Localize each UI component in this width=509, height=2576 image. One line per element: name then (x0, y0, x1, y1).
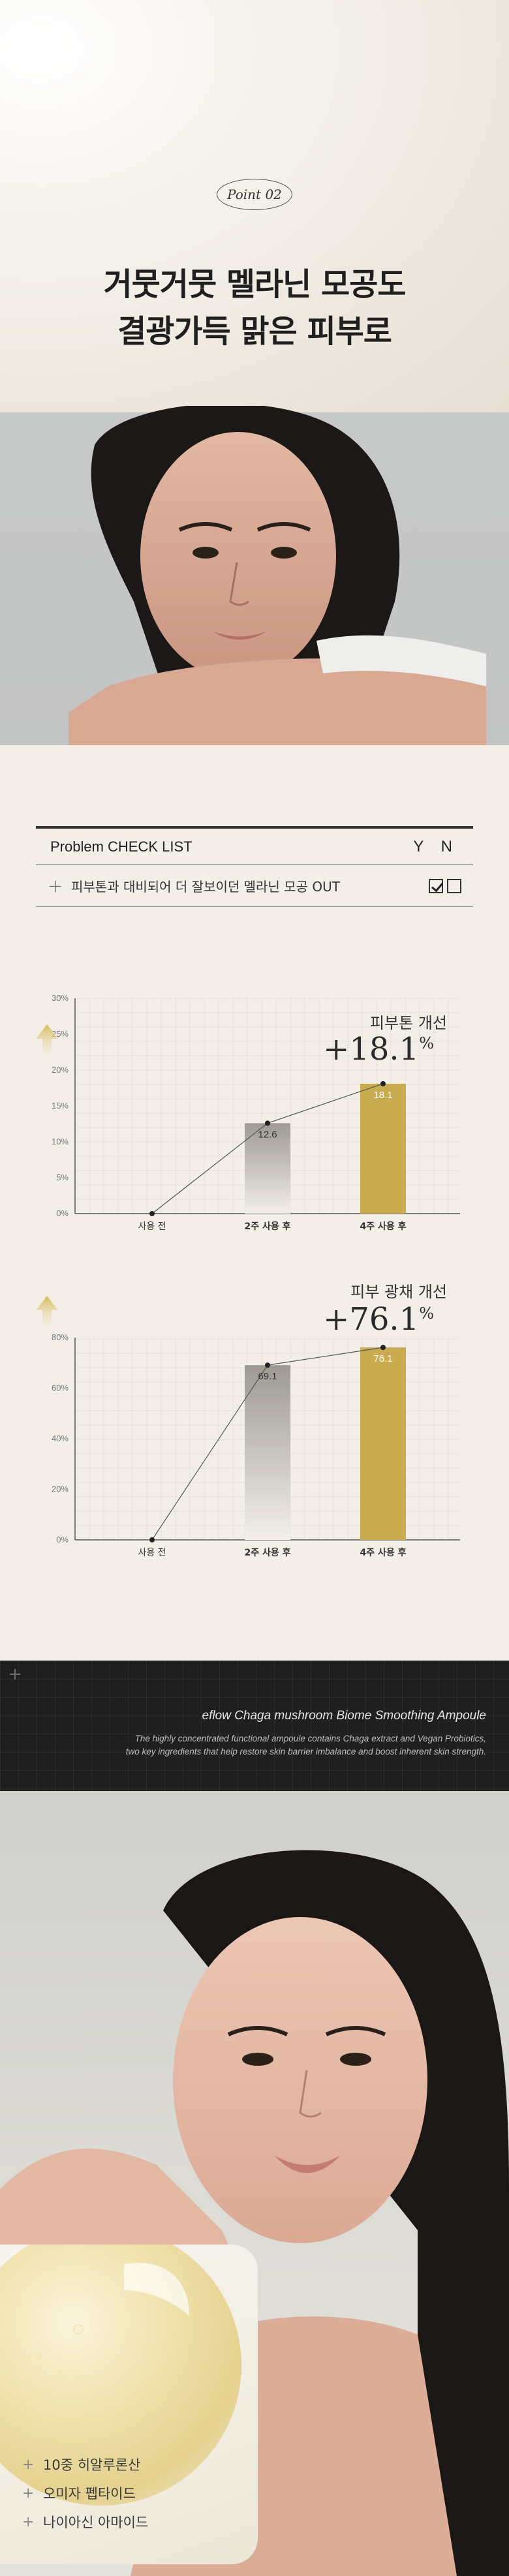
bar (245, 1365, 290, 1540)
arrow-up-icon (36, 1296, 58, 1335)
x-tick-label: 사용 전 (138, 1548, 166, 1558)
hero-title-line1: 거뭇거뭇 멜라닌 모공도 (103, 266, 406, 303)
y-tick-label: 60% (52, 1383, 69, 1393)
product-description-line1: The highly concentrated functional ampou… (134, 1734, 486, 1743)
x-tick-label: 사용 전 (138, 1221, 166, 1232)
hero-section: Point 02 거뭇거뭇 멜라닌 모공도 결광가득 맑은 피부로 (0, 0, 509, 412)
chart-pct-value: +76.1 (323, 1301, 420, 1338)
ingredient-list: +10중 히알루론산 + 오미자 펩타이드 + 나이아신 아마이드 (22, 2451, 148, 2537)
y-tick-label: 30% (52, 993, 69, 1003)
data-point (380, 1345, 386, 1351)
plus-icon: + (48, 875, 63, 897)
product-title: eflow Chaga mushroom Biome Smoothing Amp… (202, 1709, 486, 1723)
ingredient-card: +10중 히알루론산 + 오미자 펩타이드 + 나이아신 아마이드 (0, 2245, 258, 2564)
x-tick-label: 4주 사용 후 (360, 1548, 406, 1558)
y-tick-label: 40% (52, 1434, 69, 1443)
plus-icon: + (22, 2457, 35, 2473)
chart-svg-skin-tone: 0%5%10%15%20%25%30%12.618.1사용 전 2주 사용 후 4주… (52, 993, 460, 1232)
product-description-line2: two key ingredients that help restore sk… (125, 1747, 486, 1756)
yn-boxes (429, 878, 461, 893)
plus-icon: + (22, 2485, 35, 2502)
product-description: The highly concentrated functional ampou… (69, 1732, 486, 1758)
checkbox-no[interactable] (447, 878, 461, 893)
x-tick-label: 2주 사용 후 (244, 1548, 290, 1558)
checklist-row: + 피부톤과 대비되어 더 잘보이던 멜라닌 모공 OUT (36, 865, 473, 907)
data-point (265, 1120, 270, 1126)
list-item: +10중 히알루론산 (22, 2451, 148, 2479)
data-point (265, 1362, 270, 1368)
point-badge: Point 02 (217, 179, 292, 210)
y-tick-label: 80% (52, 1332, 69, 1342)
value-label: 69.1 (258, 1371, 277, 1382)
y-tick-label: 15% (52, 1101, 69, 1111)
problem-checklist: Problem CHECK LIST Y N + 피부톤과 대비되어 더 잘보이… (36, 826, 473, 907)
checklist-row-text: 피부톤과 대비되어 더 잘보이던 멜라닌 모공 OUT (71, 879, 340, 895)
checkbox-yes-checked[interactable] (429, 878, 443, 893)
ingredient-name: 오미자 펩타이드 (43, 2486, 136, 2502)
value-label: 76.1 (373, 1353, 392, 1364)
model-photo-1 (0, 406, 509, 745)
chart-radiance: 0% 20% 40% 60% 80% 69.1 76.1 사용 전 2주 사용 후 4주 사용 후… (36, 1272, 473, 1566)
bar (360, 1083, 406, 1214)
chart-pct-value: +18.1 (323, 1031, 420, 1067)
value-label: 18.1 (373, 1090, 392, 1101)
checklist-header: Problem CHECK LIST Y N (36, 826, 473, 865)
ampoule-texture-image (0, 2245, 241, 2506)
y-tick-label: 0% (56, 1208, 69, 1218)
arrow-up-icon (36, 1024, 58, 1064)
y-tick-label: 20% (52, 1484, 69, 1494)
y-tick-label: 5% (56, 1173, 69, 1182)
chart-pct-radiance: +76.1% (323, 1301, 434, 1338)
chart-pct-unit: % (419, 1034, 434, 1052)
chart-pct-skin-tone: +18.1% (323, 1031, 434, 1067)
checklist-title: Problem CHECK LIST (50, 838, 193, 855)
x-tick-label: 2주 사용 후 (244, 1221, 290, 1232)
chart-title-skin-tone: 피부톤 개선 (369, 1014, 447, 1032)
y-tick-label: 10% (52, 1137, 69, 1146)
bar (245, 1123, 290, 1214)
hero-title: 거뭇거뭇 멜라닌 모공도 결광가득 맑은 피부로 (0, 261, 509, 355)
hero-title-line2: 결광가득 맑은 피부로 (117, 313, 392, 350)
band-grid-pattern (0, 1661, 509, 1791)
ingredient-name: 10중 히알루론산 (43, 2457, 141, 2473)
y-tick-label: 0% (56, 1535, 69, 1544)
checklist-yn-label: Y N (413, 837, 459, 855)
list-item: + 오미자 펩타이드 (22, 2479, 148, 2508)
plus-icon: + (22, 2514, 35, 2530)
data-point (149, 1537, 155, 1542)
chart-title-radiance: 피부 광채 개선 (350, 1283, 447, 1301)
ingredient-name: 나이아신 아마이드 (43, 2515, 149, 2530)
value-label: 12.6 (258, 1129, 277, 1140)
chart-skin-tone: 0% 5% 10% 15% 20% 25% 30% 12.6 18.1 사용 전 2주 사용 후 4주… (36, 979, 473, 1240)
list-item: + 나이아신 아마이드 (22, 2508, 148, 2537)
data-point (380, 1081, 386, 1086)
product-band: + eflow Chaga mushroom Biome Smoothing A… (0, 1661, 509, 1791)
chart-pct-unit: % (419, 1304, 434, 1323)
bubble-decoration (23, 2263, 189, 2398)
y-tick-label: 20% (52, 1065, 69, 1075)
plus-icon: + (8, 1664, 22, 1684)
bar (360, 1347, 406, 1540)
chart-svg-radiance: 0% 20% 40% 60% 80% 69.1 76.1 사용 전 2주 사용 후 4주 사용 후 (52, 1332, 460, 1558)
model-portrait-1 (69, 406, 486, 745)
x-tick-label: 4주 사용 후 (360, 1221, 406, 1232)
data-point (149, 1211, 155, 1216)
